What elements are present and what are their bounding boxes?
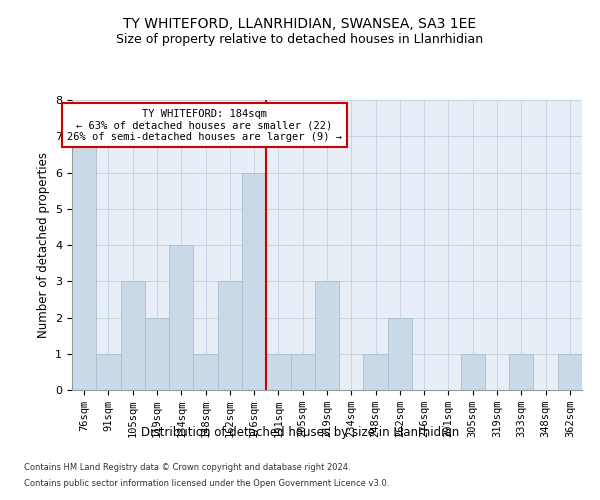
Bar	[72, 136, 96, 390]
Bar	[193, 354, 218, 390]
Bar	[509, 354, 533, 390]
Bar	[121, 281, 145, 390]
Bar	[290, 354, 315, 390]
Bar	[242, 172, 266, 390]
Bar	[461, 354, 485, 390]
Text: TY WHITEFORD, LLANRHIDIAN, SWANSEA, SA3 1EE: TY WHITEFORD, LLANRHIDIAN, SWANSEA, SA3 …	[124, 18, 476, 32]
Bar	[364, 354, 388, 390]
Text: Size of property relative to detached houses in Llanrhidian: Size of property relative to detached ho…	[116, 32, 484, 46]
Bar	[388, 318, 412, 390]
Text: Contains HM Land Registry data © Crown copyright and database right 2024.: Contains HM Land Registry data © Crown c…	[24, 464, 350, 472]
Bar	[96, 354, 121, 390]
Bar	[169, 245, 193, 390]
Text: TY WHITEFORD: 184sqm
← 63% of detached houses are smaller (22)
26% of semi-detac: TY WHITEFORD: 184sqm ← 63% of detached h…	[67, 108, 342, 142]
Bar	[558, 354, 582, 390]
Text: Distribution of detached houses by size in Llanrhidian: Distribution of detached houses by size …	[141, 426, 459, 439]
Y-axis label: Number of detached properties: Number of detached properties	[37, 152, 50, 338]
Bar	[218, 281, 242, 390]
Bar	[315, 281, 339, 390]
Bar	[145, 318, 169, 390]
Bar	[266, 354, 290, 390]
Text: Contains public sector information licensed under the Open Government Licence v3: Contains public sector information licen…	[24, 478, 389, 488]
